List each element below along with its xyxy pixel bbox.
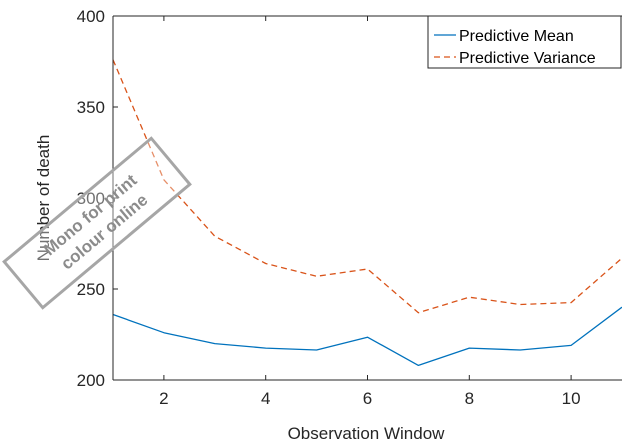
y-tick-label: 350 xyxy=(77,98,105,117)
legend-label-predictive-variance: Predictive Variance xyxy=(459,50,596,67)
plot-lines xyxy=(112,59,622,367)
series-line-predictive-mean xyxy=(112,306,622,367)
x-tick-label: 4 xyxy=(261,389,270,408)
legend-label-predictive-mean: Predictive Mean xyxy=(459,28,574,45)
x-tick-label: 6 xyxy=(363,389,372,408)
axes xyxy=(112,15,622,381)
x-tick-label: 2 xyxy=(159,389,168,408)
y-tick-label: 200 xyxy=(77,371,105,390)
x-axis-title: Observation Window xyxy=(288,424,446,443)
y-axis-title: Number of death xyxy=(34,135,53,262)
y-tick-label: 250 xyxy=(77,280,105,299)
series-line-predictive-variance xyxy=(112,59,622,314)
legend-box xyxy=(427,15,622,69)
tick-labels: 246810200250300350400 xyxy=(77,7,581,408)
watermark-border xyxy=(2,136,192,310)
legend: Predictive Mean Predictive Variance xyxy=(427,15,622,69)
y-tick-label: 400 xyxy=(77,7,105,26)
x-tick-label: 8 xyxy=(465,389,474,408)
x-tick-label: 10 xyxy=(562,389,581,408)
